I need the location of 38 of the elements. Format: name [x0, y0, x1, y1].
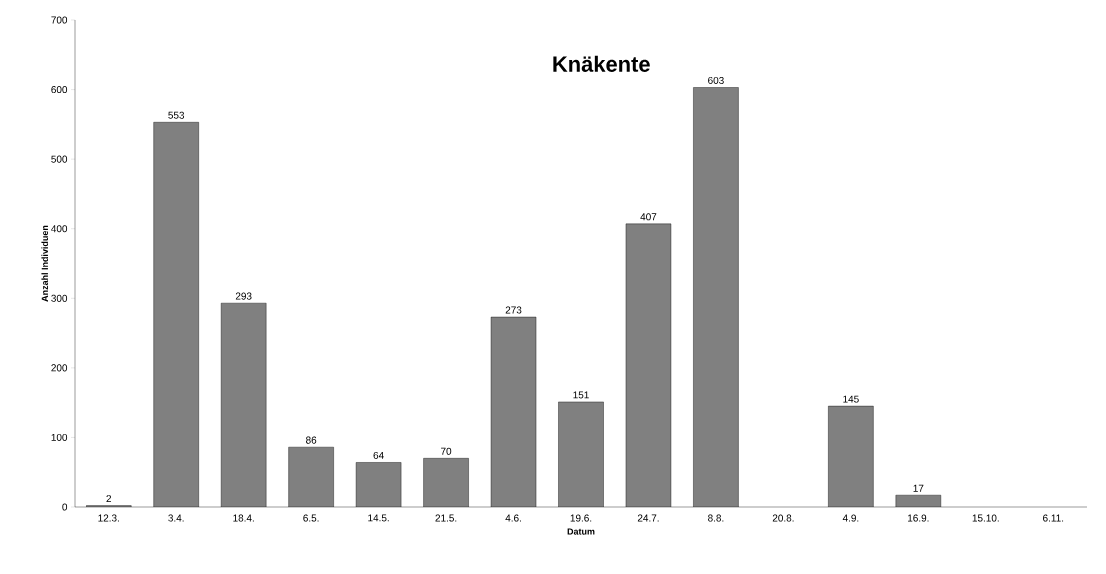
x-tick-label: 24.7.	[637, 514, 659, 522]
x-tick-label: 6.5.	[303, 514, 319, 522]
data-label: 293	[235, 292, 252, 300]
data-label: 2	[106, 495, 112, 503]
x-tick-label: 21.5.	[435, 514, 457, 522]
y-tick-label: 600	[51, 86, 68, 94]
x-tick-label: 3.4.	[168, 514, 184, 522]
x-tick-label: 14.5.	[368, 514, 389, 522]
data-label: 151	[573, 391, 589, 399]
y-tick-label: 0	[62, 503, 68, 511]
y-tick-label: 200	[51, 364, 68, 372]
y-tick-label: 400	[51, 225, 68, 233]
data-label: 273	[505, 306, 522, 314]
data-label: 553	[168, 111, 185, 119]
x-tick-label: 20.8.	[772, 514, 794, 522]
x-tick-label: 4.6.	[505, 514, 521, 522]
x-tick-label: 4.9.	[842, 514, 859, 522]
y-tick-label: 100	[51, 433, 68, 441]
data-label: 86	[306, 436, 317, 444]
x-tick-label: 6.11.	[1043, 514, 1064, 522]
x-tick-label: 8.8.	[708, 514, 724, 522]
y-tick-label: 300	[51, 294, 68, 302]
y-axis-title: Anzahl Individuen	[41, 225, 49, 302]
x-tick-label: 15.10.	[972, 514, 999, 522]
data-label: 64	[373, 451, 384, 459]
data-label: 407	[640, 213, 657, 221]
x-tick-label: 19.6.	[570, 514, 592, 522]
x-axis-title: Datum	[567, 528, 595, 535]
x-tick-label: 16.9.	[908, 514, 929, 522]
y-tick-label: 700	[51, 16, 68, 24]
data-label: 70	[441, 447, 452, 455]
x-tick-label: 18.4.	[233, 514, 254, 522]
data-label: 603	[708, 76, 724, 84]
text: Knäkente	[553, 55, 650, 72]
data-label: 17	[913, 484, 924, 492]
x-tick-label: 12.3.	[98, 514, 119, 522]
data-label: 145	[843, 395, 859, 403]
y-tick-label: 500	[51, 155, 68, 163]
